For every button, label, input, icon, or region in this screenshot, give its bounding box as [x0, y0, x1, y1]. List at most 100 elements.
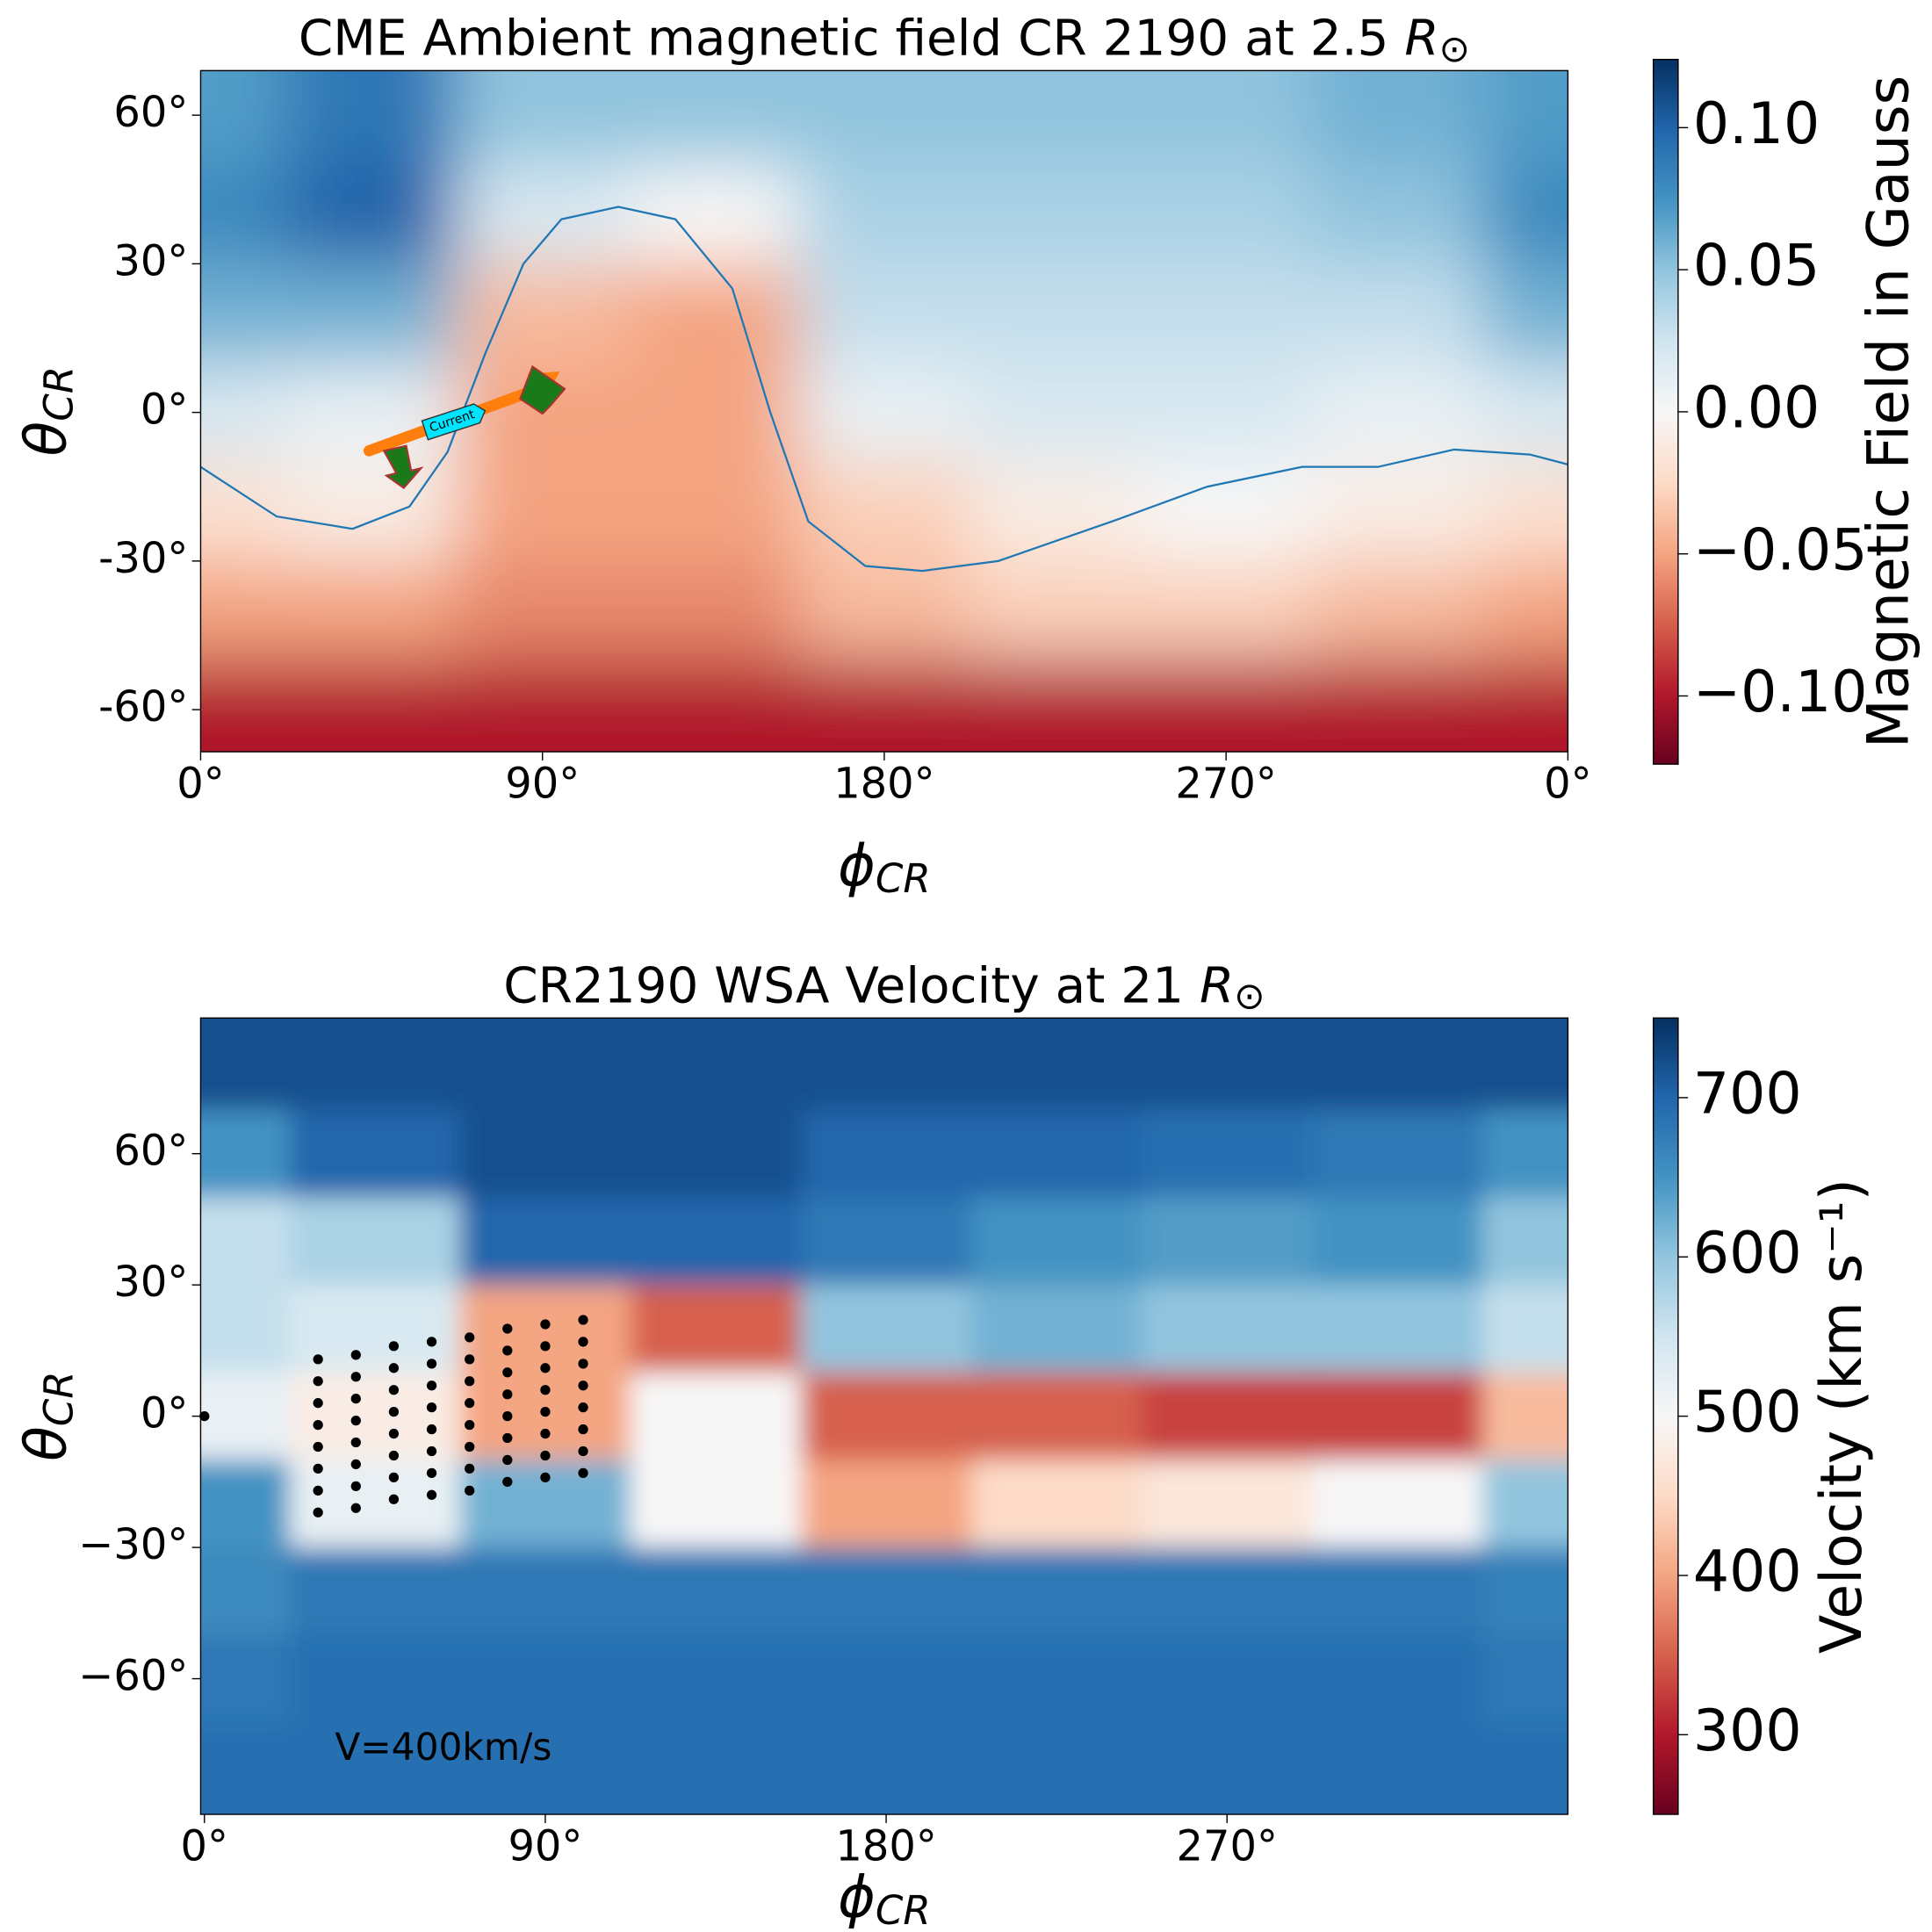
- heatmap-cell: [1311, 70, 1484, 166]
- cme-point: [426, 1467, 437, 1479]
- x-label-sub: CR: [876, 1887, 931, 1932]
- heatmap-cell: [798, 363, 971, 464]
- cme-point: [388, 1472, 400, 1483]
- heatmap-cell: [1142, 1109, 1314, 1199]
- heatmap-cell: [285, 660, 458, 753]
- y-axis-label: θCR: [13, 1371, 83, 1461]
- heatmap-cell: [798, 263, 971, 364]
- heatmap-cell: [459, 1018, 632, 1112]
- y-tick-label: 30°: [113, 1258, 188, 1307]
- cme-point: [578, 1445, 588, 1457]
- heatmap-cell: [798, 560, 971, 662]
- cme-point: [426, 1424, 437, 1435]
- heatmap-cell: [630, 1018, 803, 1112]
- cme-point: [540, 1407, 551, 1417]
- y-label-sub: CR: [36, 1371, 83, 1426]
- heatmap-cell: [457, 560, 630, 662]
- y-tick-label: 30°: [113, 237, 188, 285]
- heatmap-cell: [289, 1197, 462, 1287]
- heatmap-cell: [200, 1109, 292, 1199]
- heatmap-cell: [459, 1634, 632, 1724]
- cme-point: [350, 1394, 361, 1404]
- title-symbol: R: [1200, 957, 1234, 1014]
- heatmap-cell: [630, 1285, 803, 1374]
- panel: 0° 90° 180° 270° 0° 60° 30° 0° -30° -60° CME Ambie…: [13, 10, 1921, 902]
- cme-point: [350, 1415, 361, 1426]
- heatmap-cell: [1312, 1018, 1484, 1112]
- heatmap-cell: [1142, 1197, 1314, 1287]
- colorbar: [1652, 1017, 1679, 1815]
- heatmap-cell: [798, 164, 971, 265]
- heatmap-cell: [1482, 263, 1568, 364]
- cme-point: [540, 1385, 551, 1395]
- heatmap-cell: [1482, 1372, 1568, 1461]
- cme-point: [388, 1428, 400, 1439]
- y-tick-label: −30°: [78, 1521, 188, 1569]
- heatmap-cell: [970, 560, 1143, 662]
- heatmap-cell: [801, 1109, 973, 1199]
- y-label-sub: CR: [36, 366, 83, 422]
- heatmap-cell: [798, 660, 971, 753]
- plots: 0° 90° 180° 270° 0° 60° 30° 0° -30° -60° CME Ambie…: [13, 10, 1921, 1932]
- cme-point: [426, 1381, 437, 1391]
- y-label-symbol: θ: [13, 422, 79, 457]
- x-tick-label: 0°: [1544, 761, 1591, 809]
- colorbar-tick-label: 600: [1693, 1221, 1802, 1287]
- heatmap-cell: [1140, 164, 1313, 265]
- heatmap-cell: [457, 660, 630, 753]
- cme-point: [350, 1481, 361, 1491]
- heatmap-cell: [630, 1634, 803, 1724]
- chart-title: CME Ambient magnetic field CR 2190 at 2.…: [299, 10, 1470, 69]
- y-label-symbol: θ: [13, 1426, 79, 1461]
- heatmap-cell: [1482, 1285, 1568, 1374]
- heatmap-cell: [200, 462, 288, 563]
- heatmap-cell: [801, 1547, 973, 1637]
- colorbar-tick-label: 400: [1693, 1539, 1802, 1605]
- heatmap-cell: [200, 1372, 292, 1461]
- cme-point: [426, 1402, 437, 1413]
- title-text: CR2190 WSA Velocity at 21: [503, 957, 1200, 1014]
- heatmap-cell: [1311, 263, 1484, 364]
- cme-point: [578, 1337, 588, 1347]
- cme-point: [350, 1350, 361, 1360]
- x-tick-label: 0°: [181, 1823, 228, 1871]
- cme-point: [578, 1467, 588, 1479]
- heatmap-cell: [971, 1460, 1143, 1549]
- heatmap-cell: [1312, 1460, 1484, 1549]
- heatmap-cell: [285, 560, 458, 662]
- chart-title: CR2190 WSA Velocity at 21 R⊙: [503, 957, 1265, 1017]
- cme-point: [388, 1341, 400, 1352]
- heatmap-cell: [798, 462, 971, 563]
- cme-point: [502, 1476, 513, 1488]
- heatmap-cell: [1311, 164, 1484, 265]
- cme-point: [426, 1337, 437, 1347]
- x-tick-label: 270°: [1175, 761, 1276, 809]
- heatmap-cell: [289, 1018, 462, 1112]
- heatmap-cell: [1142, 1018, 1314, 1112]
- heatmap-cell: [1312, 1634, 1484, 1724]
- heatmap-cell: [1312, 1547, 1484, 1637]
- cme-point: [313, 1507, 323, 1517]
- heatmap-cell: [1140, 560, 1313, 662]
- cme-point: [388, 1450, 400, 1461]
- heatmap-cell: [628, 363, 801, 464]
- y-tick-label: −60°: [78, 1653, 188, 1701]
- heatmap-cell: [798, 70, 971, 166]
- heatmap-cell: [200, 560, 288, 662]
- neutral-line: [199, 205, 1568, 573]
- cme-point: [578, 1359, 588, 1369]
- title-symbol: R: [1404, 10, 1438, 67]
- heatmap-cell: [1482, 560, 1568, 662]
- heatmap-cell: [285, 462, 458, 563]
- heatmap-cell: [1311, 660, 1484, 753]
- heatmap-cell: [1482, 363, 1568, 464]
- cme-point: [502, 1454, 513, 1466]
- heatmap-cell: [1482, 660, 1568, 753]
- cme-point: [313, 1354, 323, 1365]
- cme-point: [313, 1398, 323, 1409]
- heatmap-cell: [801, 1285, 973, 1374]
- colorbar-label: Velocity (km s⁻¹): [1809, 1179, 1875, 1654]
- heatmap-cell: [1482, 70, 1568, 166]
- heatmap-cell: [970, 263, 1143, 364]
